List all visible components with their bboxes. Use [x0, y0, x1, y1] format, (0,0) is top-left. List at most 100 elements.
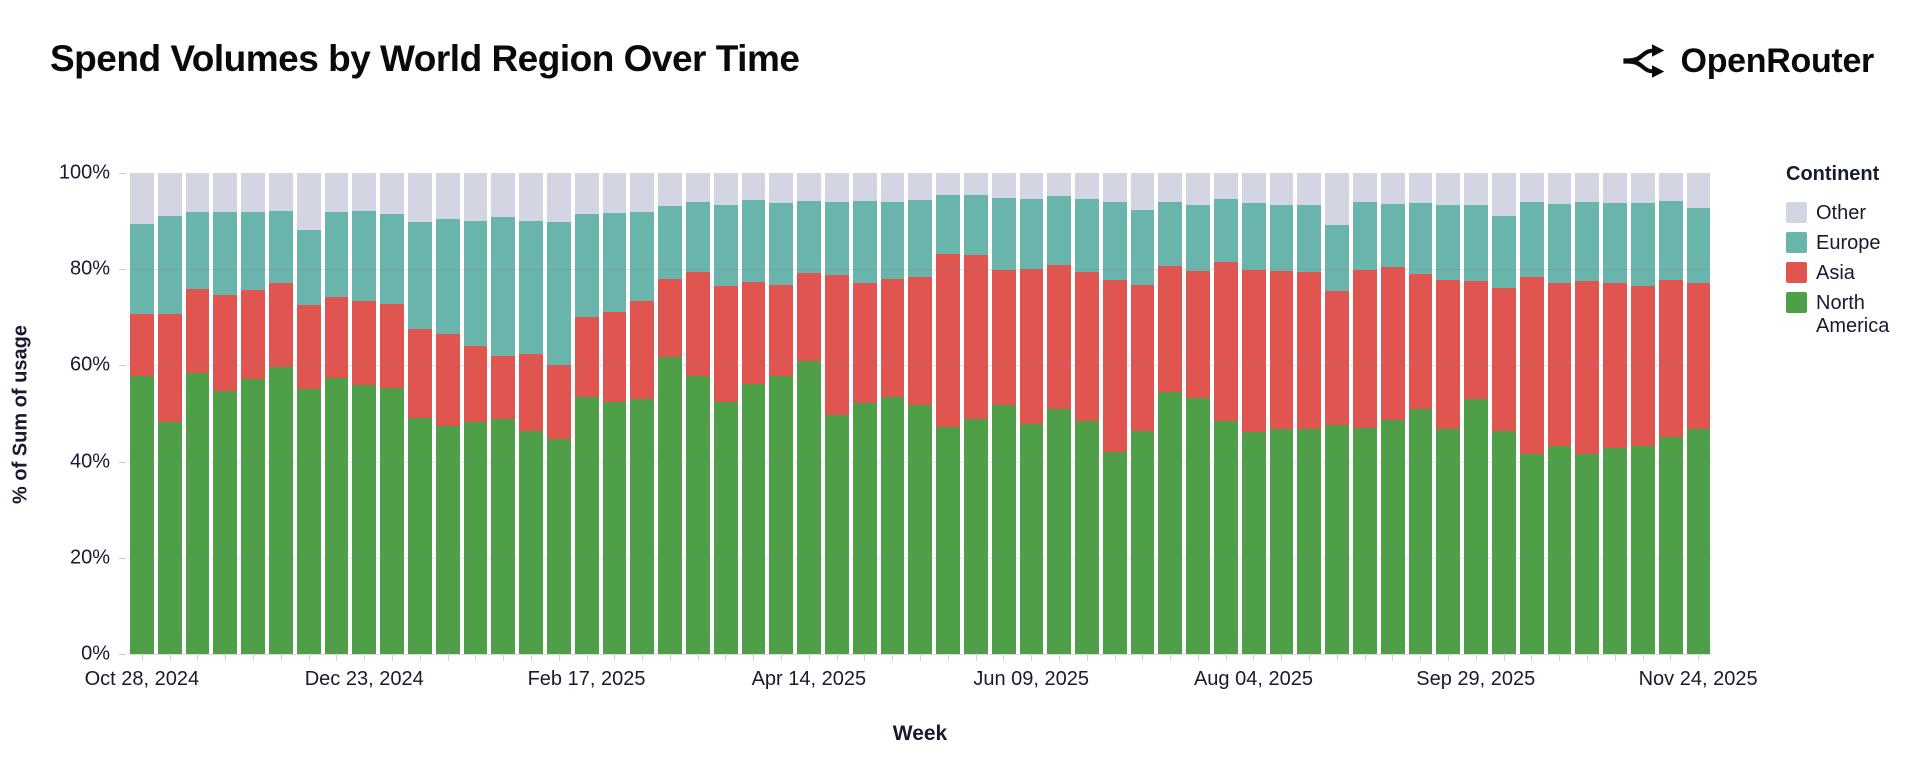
bar-segment-asia[interactable]	[1380, 267, 1405, 421]
bar-segment-other[interactable]	[1575, 173, 1600, 203]
bar-segment-other[interactable]	[1130, 173, 1155, 210]
bar-column[interactable]	[1101, 173, 1129, 654]
bar-segment-asia[interactable]	[1241, 269, 1266, 433]
bar-segment-other[interactable]	[1686, 173, 1711, 209]
bar-segment-other[interactable]	[130, 173, 154, 224]
bar-segment-europe[interactable]	[241, 211, 265, 290]
bar-segment-asia[interactable]	[1575, 281, 1600, 454]
bar-segment-europe[interactable]	[1492, 216, 1516, 288]
bar-segment-europe[interactable]	[936, 194, 960, 254]
bar-column[interactable]	[1407, 173, 1435, 654]
bar-segment-north-america[interactable]	[908, 405, 933, 654]
bar-column[interactable]	[1657, 173, 1685, 654]
bar-column[interactable]	[740, 173, 768, 654]
bar-segment-europe[interactable]	[185, 212, 210, 289]
bar-segment-europe[interactable]	[1019, 199, 1044, 270]
bar-segment-other[interactable]	[1325, 173, 1350, 226]
bar-segment-north-america[interactable]	[574, 396, 599, 654]
bar-segment-other[interactable]	[1297, 173, 1322, 205]
bar-segment-north-america[interactable]	[963, 419, 988, 654]
bar-column[interactable]	[323, 173, 351, 654]
bar-segment-europe[interactable]	[435, 218, 460, 335]
bar-segment-europe[interactable]	[296, 230, 321, 306]
bar-segment-europe[interactable]	[1269, 204, 1294, 271]
bar-column[interactable]	[517, 173, 545, 654]
bar-segment-north-america[interactable]	[435, 426, 460, 654]
bar-segment-other[interactable]	[1658, 173, 1683, 202]
bar-segment-europe[interactable]	[268, 211, 293, 283]
bar-column[interactable]	[684, 173, 712, 654]
bar-segment-north-america[interactable]	[852, 403, 877, 654]
bar-column[interactable]	[378, 173, 406, 654]
bar-segment-other[interactable]	[1047, 173, 1072, 196]
bar-segment-north-america[interactable]	[1464, 399, 1489, 654]
bar-column[interactable]	[295, 173, 323, 654]
bar-segment-asia[interactable]	[685, 272, 710, 377]
bar-column[interactable]	[1156, 173, 1184, 654]
bar-column[interactable]	[990, 173, 1018, 654]
bar-column[interactable]	[406, 173, 434, 654]
bar-segment-asia[interactable]	[741, 282, 766, 385]
bar-segment-north-america[interactable]	[1353, 428, 1377, 654]
bar-segment-north-america[interactable]	[824, 414, 849, 654]
bar-segment-other[interactable]	[352, 173, 377, 211]
bar-column[interactable]	[1462, 173, 1490, 654]
bar-segment-other[interactable]	[1353, 173, 1377, 203]
bar-segment-other[interactable]	[936, 173, 960, 195]
bar-segment-north-america[interactable]	[1325, 425, 1350, 654]
bar-segment-other[interactable]	[1102, 173, 1127, 203]
bar-column[interactable]	[128, 173, 156, 654]
bar-segment-other[interactable]	[658, 173, 682, 206]
bar-segment-asia[interactable]	[936, 253, 960, 427]
bar-segment-asia[interactable]	[1519, 276, 1544, 454]
bar-segment-north-america[interactable]	[296, 389, 321, 654]
bar-segment-asia[interactable]	[824, 274, 849, 415]
bar-column[interactable]	[1240, 173, 1268, 654]
bar-column[interactable]	[906, 173, 934, 654]
bar-segment-other[interactable]	[1269, 173, 1294, 205]
bar-column[interactable]	[1045, 173, 1073, 654]
bar-segment-asia[interactable]	[380, 304, 404, 388]
bar-segment-asia[interactable]	[602, 312, 627, 402]
bar-column[interactable]	[823, 173, 851, 654]
bar-segment-asia[interactable]	[1047, 265, 1072, 410]
bar-segment-asia[interactable]	[1408, 274, 1433, 409]
bar-segment-europe[interactable]	[1464, 204, 1489, 282]
bar-segment-europe[interactable]	[797, 201, 821, 273]
bar-segment-north-america[interactable]	[1102, 452, 1127, 654]
bar-segment-other[interactable]	[991, 173, 1016, 199]
bar-column[interactable]	[1212, 173, 1240, 654]
bar-segment-other[interactable]	[908, 173, 933, 201]
bar-segment-asia[interactable]	[491, 355, 516, 420]
bar-segment-north-america[interactable]	[1436, 428, 1461, 654]
bar-segment-other[interactable]	[491, 173, 516, 218]
bar-segment-europe[interactable]	[824, 202, 849, 275]
bar-segment-north-america[interactable]	[352, 385, 377, 654]
bar-segment-europe[interactable]	[769, 202, 794, 285]
bar-column[interactable]	[1379, 173, 1407, 654]
bar-segment-north-america[interactable]	[1658, 436, 1683, 654]
bar-segment-europe[interactable]	[1297, 204, 1322, 273]
bar-column[interactable]	[1518, 173, 1546, 654]
bar-column[interactable]	[1268, 173, 1296, 654]
bar-segment-north-america[interactable]	[1380, 420, 1405, 654]
bar-segment-asia[interactable]	[1075, 272, 1099, 421]
bar-column[interactable]	[1184, 173, 1212, 654]
bar-column[interactable]	[350, 173, 378, 654]
bar-column[interactable]	[1573, 173, 1601, 654]
bar-column[interactable]	[962, 173, 990, 654]
bar-segment-north-america[interactable]	[1130, 430, 1155, 654]
bar-segment-other[interactable]	[824, 173, 849, 203]
bar-segment-asia[interactable]	[1214, 262, 1238, 421]
bar-segment-north-america[interactable]	[880, 396, 905, 654]
bar-segment-north-america[interactable]	[185, 372, 210, 654]
bar-segment-other[interactable]	[1519, 173, 1544, 203]
bar-segment-asia[interactable]	[185, 288, 210, 373]
bar-segment-other[interactable]	[296, 173, 321, 231]
bar-segment-asia[interactable]	[1353, 269, 1377, 429]
bar-segment-other[interactable]	[1241, 173, 1266, 203]
bar-segment-europe[interactable]	[130, 223, 154, 315]
bar-segment-europe[interactable]	[685, 201, 710, 273]
bar-segment-north-america[interactable]	[1019, 423, 1044, 654]
bar-segment-asia[interactable]	[1130, 284, 1155, 431]
